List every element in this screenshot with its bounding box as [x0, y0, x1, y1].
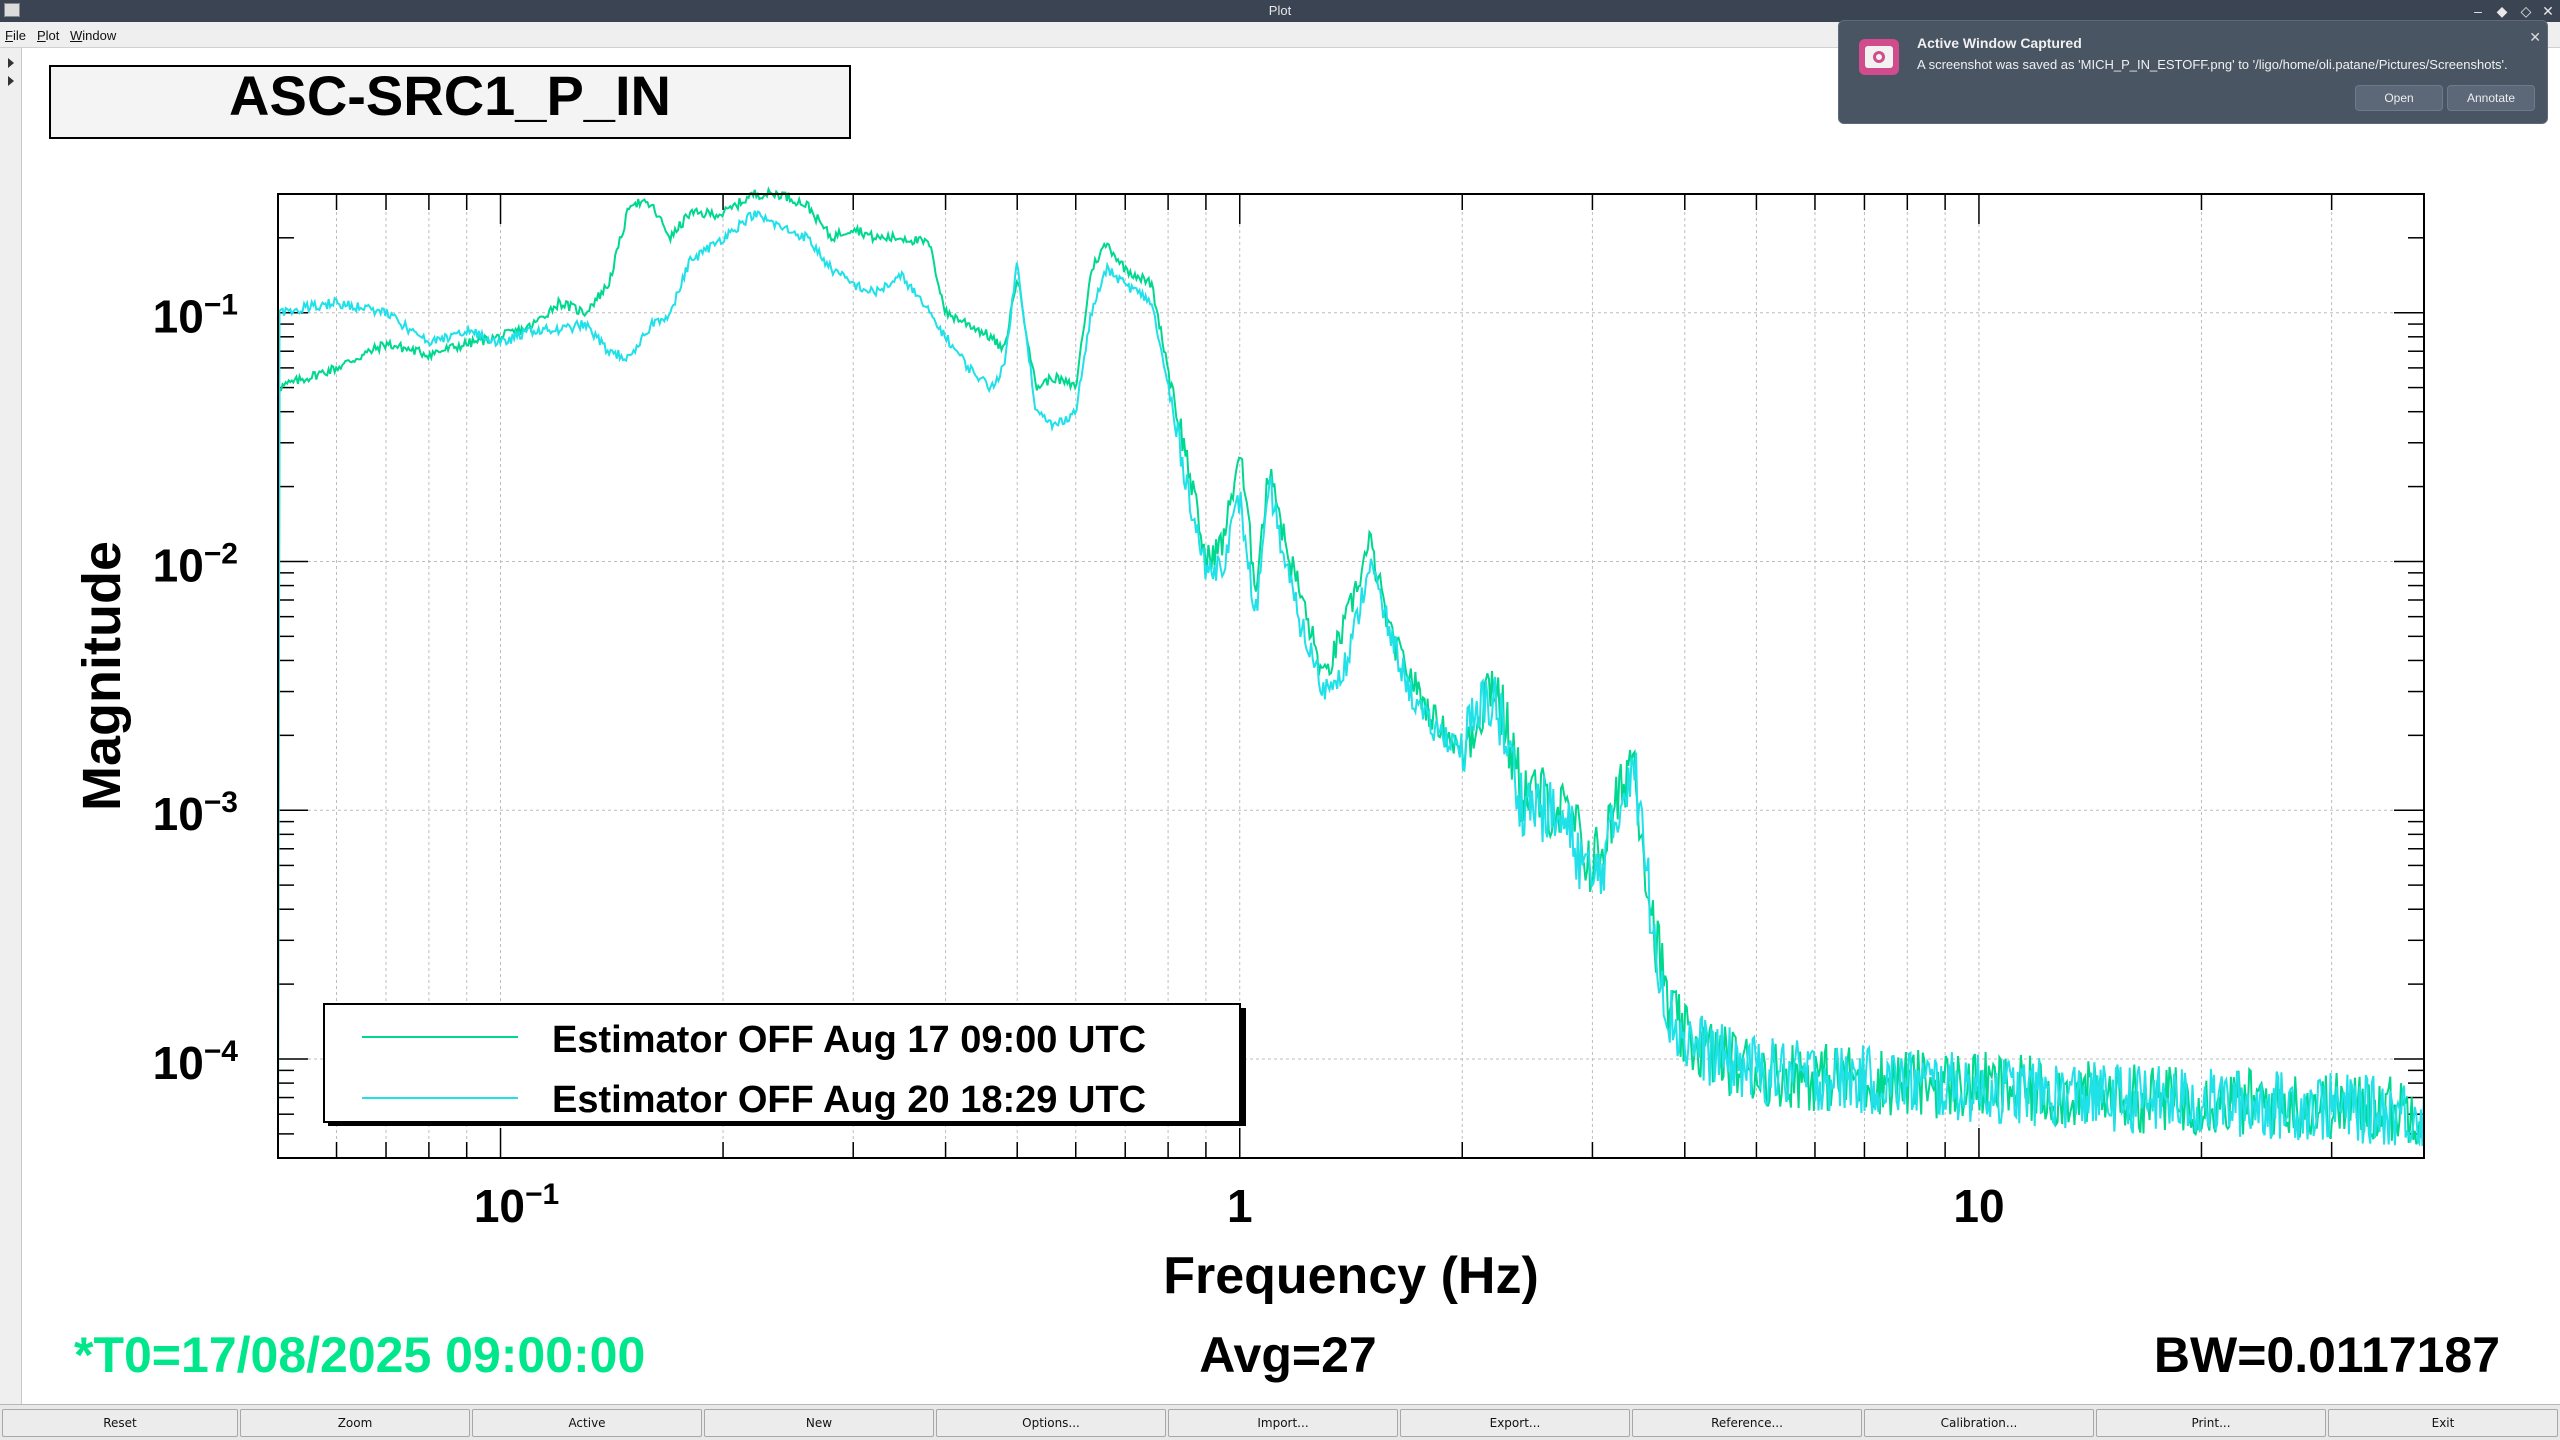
- app-icon: [4, 3, 20, 17]
- series-line: [277, 186, 2425, 1145]
- plot-series: [277, 186, 2425, 1147]
- expand-arrow-icon[interactable]: [8, 58, 14, 68]
- reset-button[interactable]: Reset: [2, 1409, 238, 1437]
- plot-canvas[interactable]: ASC-SRC1_P_IN 10−1 10−2 10−3 10−4 10−1 1…: [22, 48, 2560, 1404]
- legend-entry: Estimator OFF Aug 20 18:29 UTC: [552, 1079, 1146, 1121]
- y-tick-labels: 10−1 10−2 10−3 10−4: [153, 289, 239, 1089]
- x-tick-labels: 10−1 1 10: [474, 1178, 2005, 1232]
- print-button[interactable]: Print...: [2096, 1409, 2326, 1437]
- left-panel-strip: [0, 48, 22, 1404]
- menu-file[interactable]: File: [5, 28, 26, 43]
- legend[interactable]: Estimator OFF Aug 17 09:00 UTC Estimator…: [323, 1003, 1246, 1126]
- plot-title: ASC-SRC1_P_IN: [229, 64, 671, 127]
- notification-title: Active Window Captured: [1917, 35, 2082, 51]
- plot-frame: [277, 193, 2425, 1159]
- y-axis-label: Magnitude: [72, 541, 132, 811]
- y-tick-label: 10−3: [153, 786, 238, 840]
- x-axis-label: Frequency (Hz): [1163, 1247, 1539, 1305]
- minimize-icon[interactable]: –: [2474, 3, 2482, 19]
- x-tick-label: 10−1: [474, 1178, 559, 1232]
- calibration-button[interactable]: Calibration...: [1864, 1409, 2094, 1437]
- bw-readout: BW=0.0117187: [2154, 1327, 2500, 1383]
- notification-body: A screenshot was saved as 'MICH_P_IN_EST…: [1917, 57, 2508, 72]
- active-button[interactable]: Active: [472, 1409, 702, 1437]
- reference-button[interactable]: Reference...: [1632, 1409, 1862, 1437]
- restore-icon[interactable]: ◇: [2520, 3, 2532, 19]
- open-button[interactable]: Open: [2355, 85, 2443, 111]
- maximize-icon[interactable]: ◆: [2496, 3, 2508, 19]
- screenshot-app-icon: [1859, 39, 1899, 75]
- legend-box: [323, 1003, 1241, 1123]
- y-tick-label: 10−4: [153, 1035, 239, 1089]
- button-bar: Reset Zoom Active New Options... Import.…: [0, 1404, 2560, 1440]
- exit-button[interactable]: Exit: [2328, 1409, 2558, 1437]
- window-titlebar: Plot – ◆ ◇ ✕: [0, 0, 2560, 22]
- plot-title-box: [49, 65, 851, 139]
- menu-window[interactable]: Window: [70, 28, 117, 43]
- window-title: Plot: [1268, 3, 1292, 18]
- y-tick-label: 10−1: [153, 289, 238, 343]
- legend-entry: Estimator OFF Aug 17 09:00 UTC: [552, 1019, 1146, 1061]
- expand-arrow-icon[interactable]: [8, 76, 14, 86]
- close-icon[interactable]: ✕: [2542, 3, 2554, 19]
- y-tick-label: 10−2: [153, 537, 238, 591]
- avg-readout: Avg=27: [1199, 1327, 1376, 1383]
- series-line: [277, 210, 2425, 1147]
- options-button[interactable]: Options...: [936, 1409, 1166, 1437]
- x-tick-label: 10: [1953, 1180, 2004, 1232]
- zoom-button[interactable]: Zoom: [240, 1409, 470, 1437]
- menu-plot[interactable]: Plot: [37, 28, 60, 43]
- export-button[interactable]: Export...: [1400, 1409, 1630, 1437]
- x-tick-label: 1: [1227, 1180, 1253, 1232]
- annotate-button[interactable]: Annotate: [2447, 85, 2535, 111]
- screenshot-notification[interactable]: Active Window Captured A screenshot was …: [1838, 20, 2548, 124]
- import-button[interactable]: Import...: [1168, 1409, 1398, 1437]
- t0-readout: *T0=17/08/2025 09:00:00: [74, 1327, 645, 1383]
- new-button[interactable]: New: [704, 1409, 934, 1437]
- close-icon[interactable]: ✕: [2529, 29, 2541, 45]
